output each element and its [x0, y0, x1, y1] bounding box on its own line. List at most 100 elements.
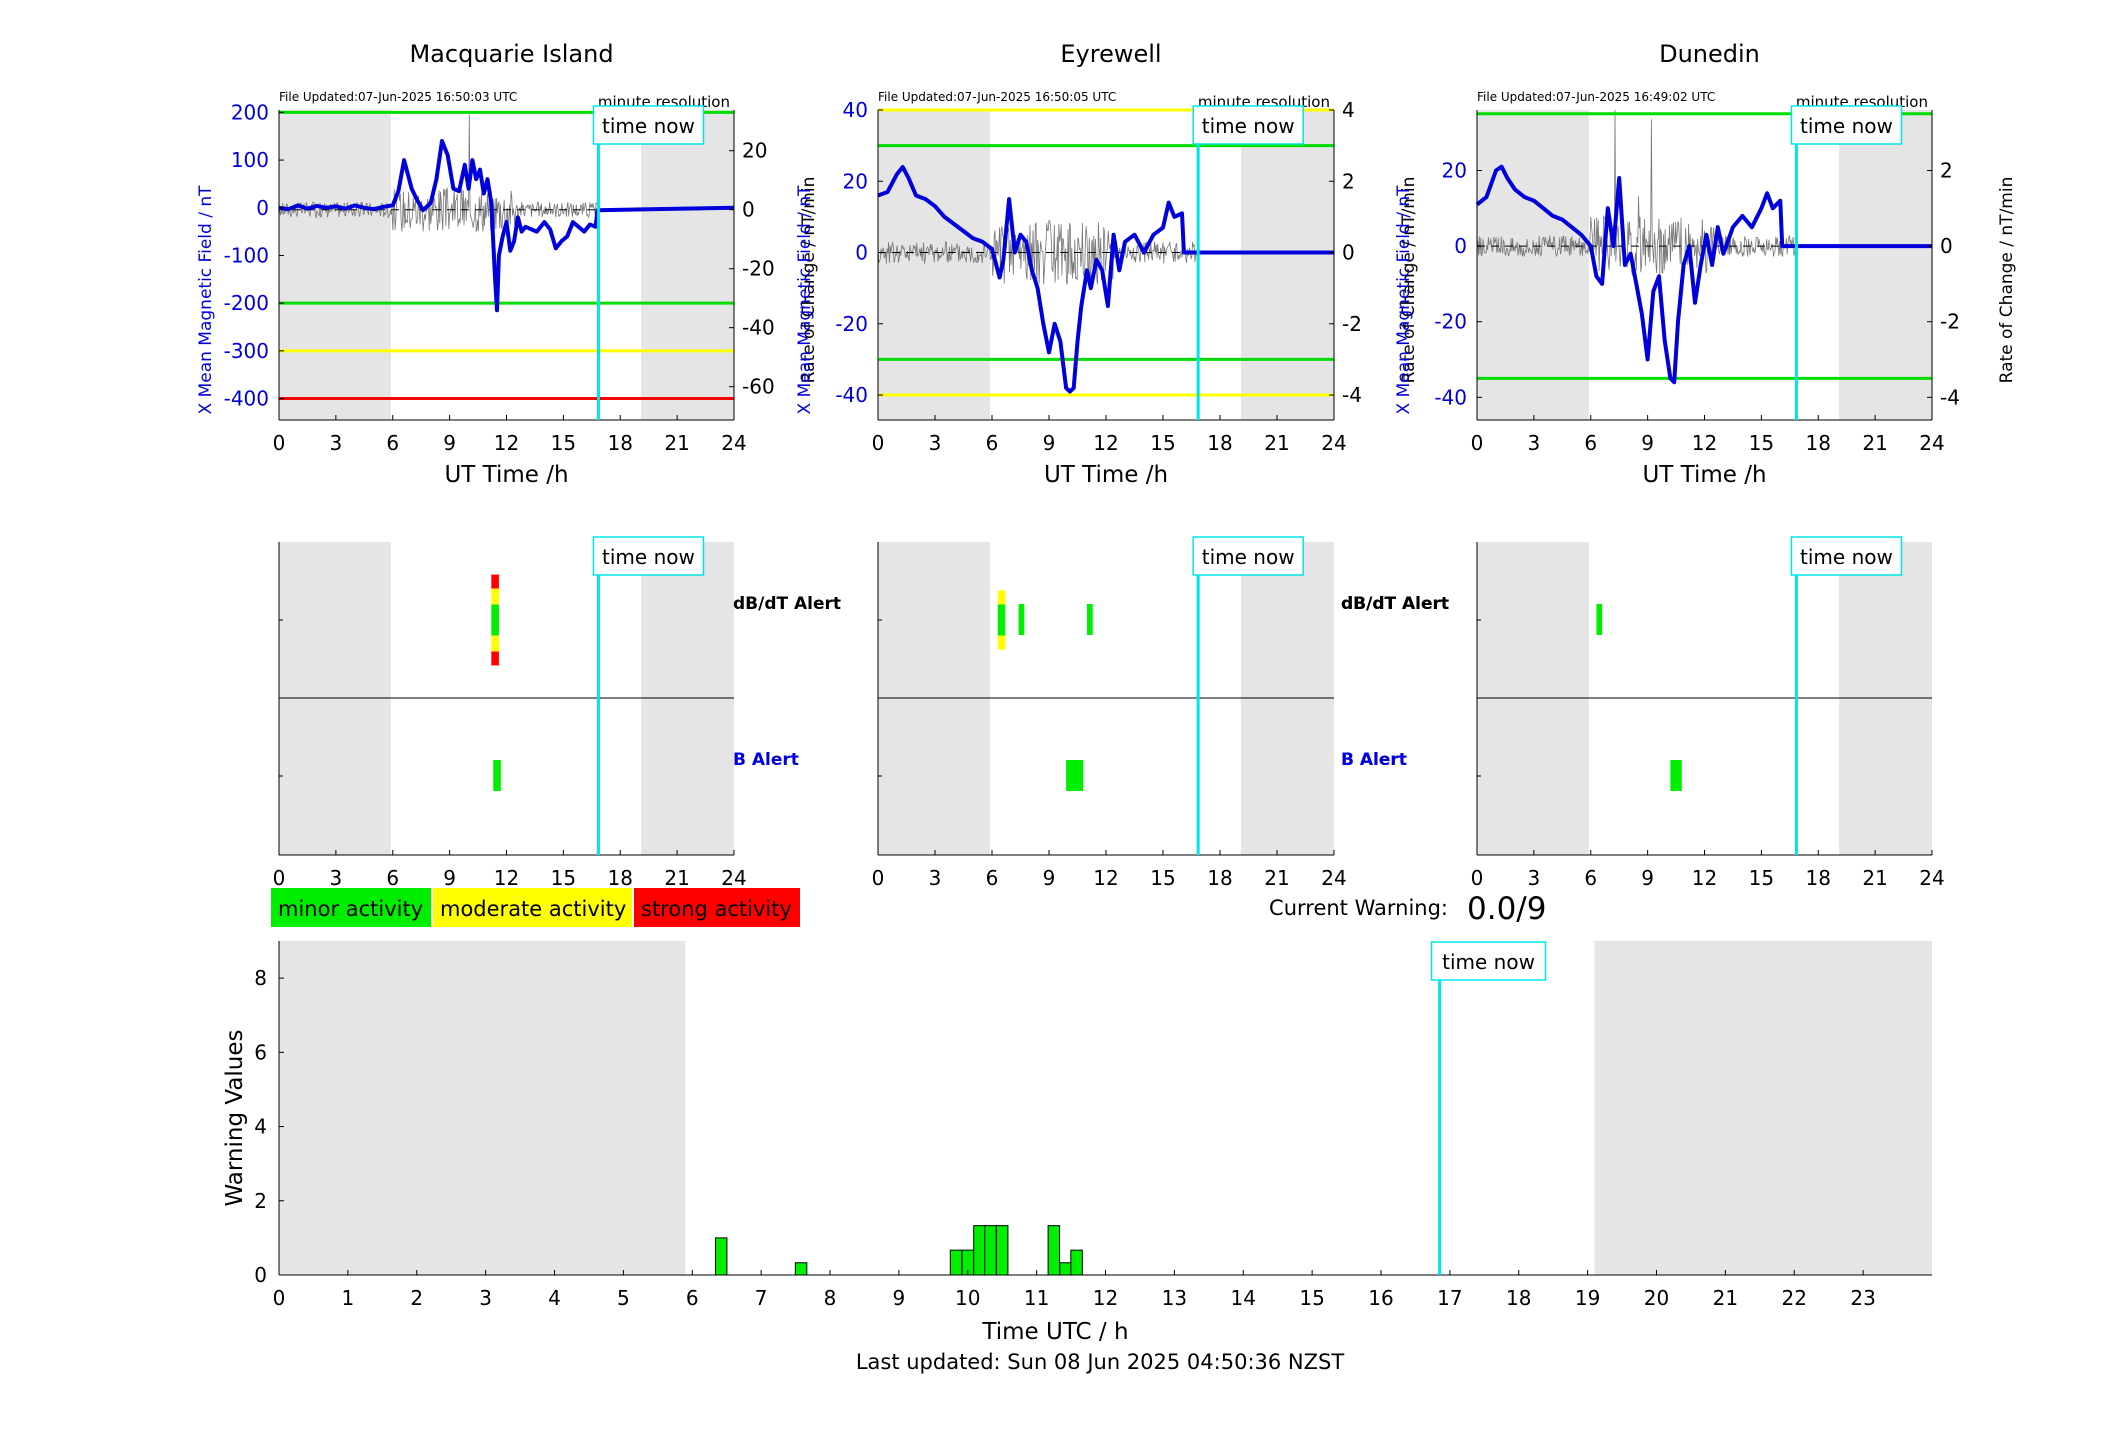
x-tick-label: 18: [1806, 431, 1831, 455]
db-alert-bar: [997, 635, 1006, 650]
x-tick-label: 1: [342, 1286, 355, 1310]
warning-bar: [1070, 1249, 1083, 1276]
time-now-label: time now: [1442, 950, 1535, 974]
x-tick-label: 3: [929, 431, 942, 455]
x-axis-label: UT Time /h: [444, 462, 568, 488]
x-tick-label: 3: [1528, 431, 1541, 455]
y-tick-label: -400: [224, 387, 269, 411]
x-tick-label: 12: [1692, 866, 1717, 890]
warning-bar: [949, 1249, 963, 1276]
field-trace: [1475, 164, 1932, 385]
rate-tick-label: 2: [1940, 158, 1953, 182]
x-tick-label: 9: [1641, 431, 1654, 455]
warning-bar: [995, 1225, 1009, 1276]
y-axis-label-right: Rate of Change / nT/min: [799, 177, 819, 384]
x-tick-label: 4: [548, 1286, 561, 1310]
x-tick-label: 7: [755, 1286, 768, 1310]
db-alert-label: dB/dT Alert: [1341, 594, 1449, 614]
rate-tick-label: 0: [1940, 234, 1953, 258]
x-tick-label: 21: [1862, 866, 1887, 890]
x-tick-label: 24: [721, 431, 746, 455]
x-tick-label: 22: [1782, 1286, 1807, 1310]
time-now-box: [1790, 536, 1903, 576]
legend-item-1: moderate activity: [433, 888, 632, 927]
db-alert-label: dB/dT Alert: [733, 594, 841, 614]
time-now-box: [1790, 105, 1903, 145]
time-now-box: [592, 105, 705, 145]
x-tick-label: 18: [1506, 1286, 1531, 1310]
file-updated-text: File Updated:07-Jun-2025 16:50:03 UTC: [279, 90, 517, 104]
footer-last-updated: Last updated: Sun 08 Jun 2025 04:50:36 N…: [856, 1350, 1345, 1374]
x-tick-label: 9: [1043, 866, 1056, 890]
rate-tick-label: -4: [1940, 385, 1960, 409]
x-tick-label: 12: [1093, 1286, 1118, 1310]
y-tick-label: 0: [256, 196, 269, 220]
y-tick-label: 200: [231, 100, 269, 124]
y-tick-label: -20: [835, 312, 868, 336]
file-updated-text: File Updated:07-Jun-2025 16:50:05 UTC: [878, 90, 1116, 104]
field-trace: [278, 139, 735, 313]
x-tick-label: 6: [1584, 866, 1597, 890]
y-tick-label: 8: [254, 966, 267, 990]
x-axis-label: UT Time /h: [1642, 462, 1766, 488]
night-shade: [279, 941, 686, 1275]
y-tick-label: 0: [855, 241, 868, 265]
x-tick-label: 0: [1471, 866, 1484, 890]
y-tick-label: -20: [1434, 310, 1467, 334]
time-now-label: time now: [1800, 545, 1893, 569]
b-alert-label: B Alert: [1341, 750, 1407, 770]
current-warning-label: Current Warning:: [1269, 896, 1448, 920]
x-tick-label: 8: [824, 1286, 837, 1310]
warning-bar: [794, 1262, 808, 1276]
x-tick-label: 11: [1024, 1286, 1049, 1310]
x-tick-label: 6: [986, 431, 999, 455]
x-tick-label: 12: [494, 866, 519, 890]
time-now-box: [1192, 105, 1304, 145]
y-axis-label-left: X Mean Magnetic Field / nT: [1394, 185, 1414, 415]
legend-swatch: [271, 888, 431, 927]
db-alert-bar: [491, 651, 499, 666]
y-tick-label: 0: [254, 1263, 267, 1287]
x-tick-label: 12: [494, 431, 519, 455]
x-tick-label: 21: [1264, 431, 1289, 455]
x-tick-label: 0: [1471, 431, 1484, 455]
y-tick-label: -300: [224, 339, 269, 363]
x-tick-label: 15: [1749, 431, 1774, 455]
time-now-label: time now: [602, 114, 695, 138]
time-now-box: [592, 536, 705, 576]
db-alert-bar: [1087, 604, 1093, 635]
current-warning-value: 0.0/9: [1467, 891, 1546, 927]
x-axis-label: UT Time /h: [1044, 462, 1168, 488]
rate-of-change-trace: [877, 219, 1199, 285]
b-alert-bar: [1670, 760, 1682, 791]
night-shade: [1594, 941, 1932, 1275]
x-tick-label: 3: [929, 866, 942, 890]
db-alert-bar: [491, 604, 499, 636]
x-tick-label: 9: [443, 866, 456, 890]
legend-label: minor activity: [278, 897, 423, 921]
db-alert-bar: [491, 635, 499, 652]
rate-of-change-trace: [1476, 109, 1797, 277]
warning-bar: [1059, 1262, 1072, 1276]
x-tick-label: 17: [1437, 1286, 1462, 1310]
x-tick-label: 9: [1641, 866, 1654, 890]
y-tick-label: 40: [843, 98, 868, 122]
station-title: Eyrewell: [1060, 40, 1161, 68]
x-tick-label: 0: [872, 431, 885, 455]
x-tick-label: 21: [1713, 1286, 1738, 1310]
b-alert-bar: [1066, 760, 1084, 791]
x-tick-label: 6: [386, 431, 399, 455]
x-tick-label: 20: [1644, 1286, 1669, 1310]
legend-swatch: [433, 888, 632, 927]
x-tick-label: 24: [721, 866, 746, 890]
x-tick-label: 12: [1692, 431, 1717, 455]
rate-tick-label: -2: [1940, 310, 1960, 334]
y-tick-label: -200: [224, 291, 269, 315]
db-alert-label: dB/dT Alert: [1341, 594, 1449, 614]
station-panel-1: Eyrewell40200-20-40420-2-400336699121215…: [795, 40, 1449, 890]
y-axis-label: Warning Values: [222, 1029, 248, 1206]
y-tick-label: 4: [254, 1115, 267, 1139]
y-tick-label: 0: [1454, 234, 1467, 258]
